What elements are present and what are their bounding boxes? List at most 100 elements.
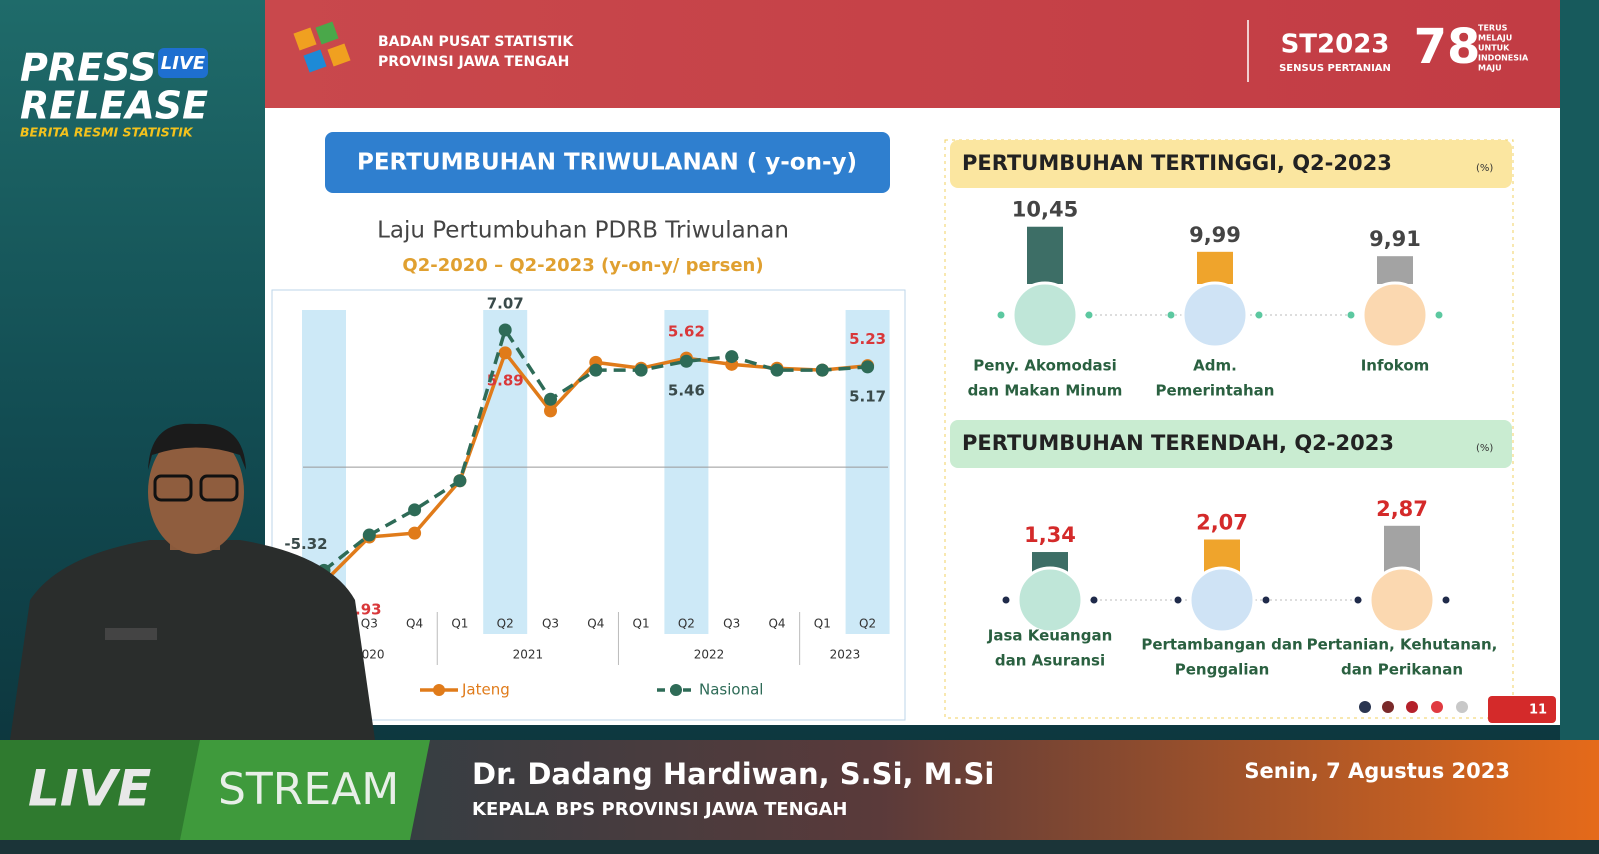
panel-item-name: Adm. <box>1193 357 1237 375</box>
legend-label: Nasional <box>699 681 763 699</box>
panel-value: 10,45 <box>1012 198 1078 222</box>
motto-line: MELAJU <box>1478 34 1512 43</box>
value-label: 5.17 <box>849 387 886 405</box>
connector-dot <box>1090 596 1098 604</box>
st-sub: SENSUS PERTANIAN <box>1279 63 1391 74</box>
logo-press: PRESS <box>20 46 156 90</box>
panel-item-name: dan Makan Minum <box>968 382 1123 400</box>
panel-item-name: Infokom <box>1361 357 1430 375</box>
series-point <box>498 346 512 360</box>
legend-point <box>670 684 682 696</box>
panel-icon <box>1181 281 1249 349</box>
slide-heading: PERTUMBUHAN TRIWULANAN ( y-on-y) <box>357 150 857 176</box>
connector-dot <box>1354 596 1362 604</box>
x-tick-label: Q3 <box>723 617 740 631</box>
x-tick-label: Q1 <box>814 617 831 631</box>
panel-item-name: Peny. Akomodasi <box>973 357 1117 375</box>
x-group-label: 2021 <box>513 648 544 662</box>
panel-item-name: dan Perikanan <box>1341 661 1463 679</box>
connector-dot <box>1167 311 1175 319</box>
speaker-name: Dr. Dadang Hardiwan, S.Si, M.Si <box>472 757 994 791</box>
panel-unit: (%) <box>1476 163 1493 174</box>
series-point <box>634 363 648 377</box>
x-tick-label: Q4 <box>768 617 785 631</box>
panel-item-name: Pemerintahan <box>1156 382 1275 400</box>
bps-logo <box>293 21 351 73</box>
x-group-label: 2023 <box>830 648 861 662</box>
series-point <box>408 526 422 540</box>
series-point <box>453 474 467 488</box>
live-label: LIVE <box>28 760 151 818</box>
presenter <box>10 423 375 740</box>
page-number: 11 <box>1529 703 1547 718</box>
highlight-column <box>483 310 528 634</box>
connector-dot <box>1002 596 1010 604</box>
connector-dot <box>1442 596 1450 604</box>
panel-value: 9,91 <box>1369 227 1421 251</box>
panel-value: 9,99 <box>1189 223 1241 247</box>
series-point <box>815 363 829 377</box>
panel-unit: (%) <box>1476 443 1493 454</box>
panel-icon <box>1368 566 1436 634</box>
panels: PERTUMBUHAN TERTINGGI, Q2-2023 (%) 10,45 Pe… <box>950 140 1512 679</box>
x-tick-label: Q2 <box>497 617 514 631</box>
connector-dot <box>1435 311 1443 319</box>
panel-value: 2,87 <box>1376 497 1428 521</box>
motto-line: INDONESIA <box>1478 54 1529 63</box>
panel-item-name: Penggalian <box>1175 661 1270 679</box>
panel-value: 2,07 <box>1196 511 1248 535</box>
panel-bar <box>1377 256 1413 284</box>
connector-dot <box>1255 311 1263 319</box>
org-province: PROVINSI JAWA TENGAH <box>378 54 569 70</box>
connector-dot <box>1347 311 1355 319</box>
panel-bar <box>1027 226 1063 284</box>
value-label: 7.07 <box>487 294 524 312</box>
st-logo: ST2023 <box>1281 30 1390 60</box>
logo-tagline: BERITA RESMI STATISTIK <box>20 125 194 140</box>
series-point <box>544 392 557 406</box>
panel-item-name: Jasa Keuangan <box>987 627 1113 645</box>
motto-line: UNTUK <box>1478 44 1510 53</box>
panel-item-name: Pertanian, Kehutanan, <box>1307 636 1498 654</box>
panel-item-name: Pertambangan dan <box>1141 636 1302 654</box>
pager <box>1359 701 1468 713</box>
connector-dot <box>997 311 1005 319</box>
series-point <box>679 354 693 368</box>
panel-icon <box>1361 281 1429 349</box>
x-tick-label: Q3 <box>542 617 559 631</box>
x-tick-label: Q2 <box>859 617 876 631</box>
panel-icon <box>1188 566 1256 634</box>
slide-heading-box <box>325 132 890 193</box>
motto-line: MAJU <box>1478 64 1502 73</box>
motto-line: TERUS <box>1478 24 1508 33</box>
panel-title: PERTUMBUHAN TERENDAH, Q2-2023 <box>962 431 1394 455</box>
x-tick-label: Q3 <box>361 617 378 631</box>
value-label: -5.32 <box>284 535 327 553</box>
x-group-label: 2022 <box>694 648 725 662</box>
panel-icon <box>1016 566 1084 634</box>
logo-live: LIVE <box>161 53 206 74</box>
legend-label: Jateng <box>461 681 510 699</box>
connector-dot <box>1174 596 1182 604</box>
slide-header <box>265 0 1560 108</box>
logo-release: RELEASE <box>20 84 208 128</box>
series-point <box>408 503 422 517</box>
panel-title-box <box>950 420 1512 468</box>
live-block-dark <box>0 740 200 840</box>
value-label: 5.23 <box>849 330 886 348</box>
date: Senin, 7 Agustus 2023 <box>1244 759 1510 783</box>
value-label: 5.89 <box>487 371 524 389</box>
x-tick-label: Q2 <box>678 617 695 631</box>
panel-icon <box>1011 281 1079 349</box>
speaker-role: KEPALA BPS PROVINSI JAWA TENGAH <box>472 799 848 820</box>
series-point <box>770 363 784 377</box>
background-edge <box>1560 0 1599 740</box>
panel-value: 1,34 <box>1024 523 1076 547</box>
connector-dot <box>1085 311 1093 319</box>
panel-title-box <box>950 140 1512 188</box>
x-tick-label: Q4 <box>587 617 604 631</box>
page-number-box <box>1488 696 1556 723</box>
chart-title: Laju Pertumbuhan PDRB Triwulanan <box>377 218 789 244</box>
